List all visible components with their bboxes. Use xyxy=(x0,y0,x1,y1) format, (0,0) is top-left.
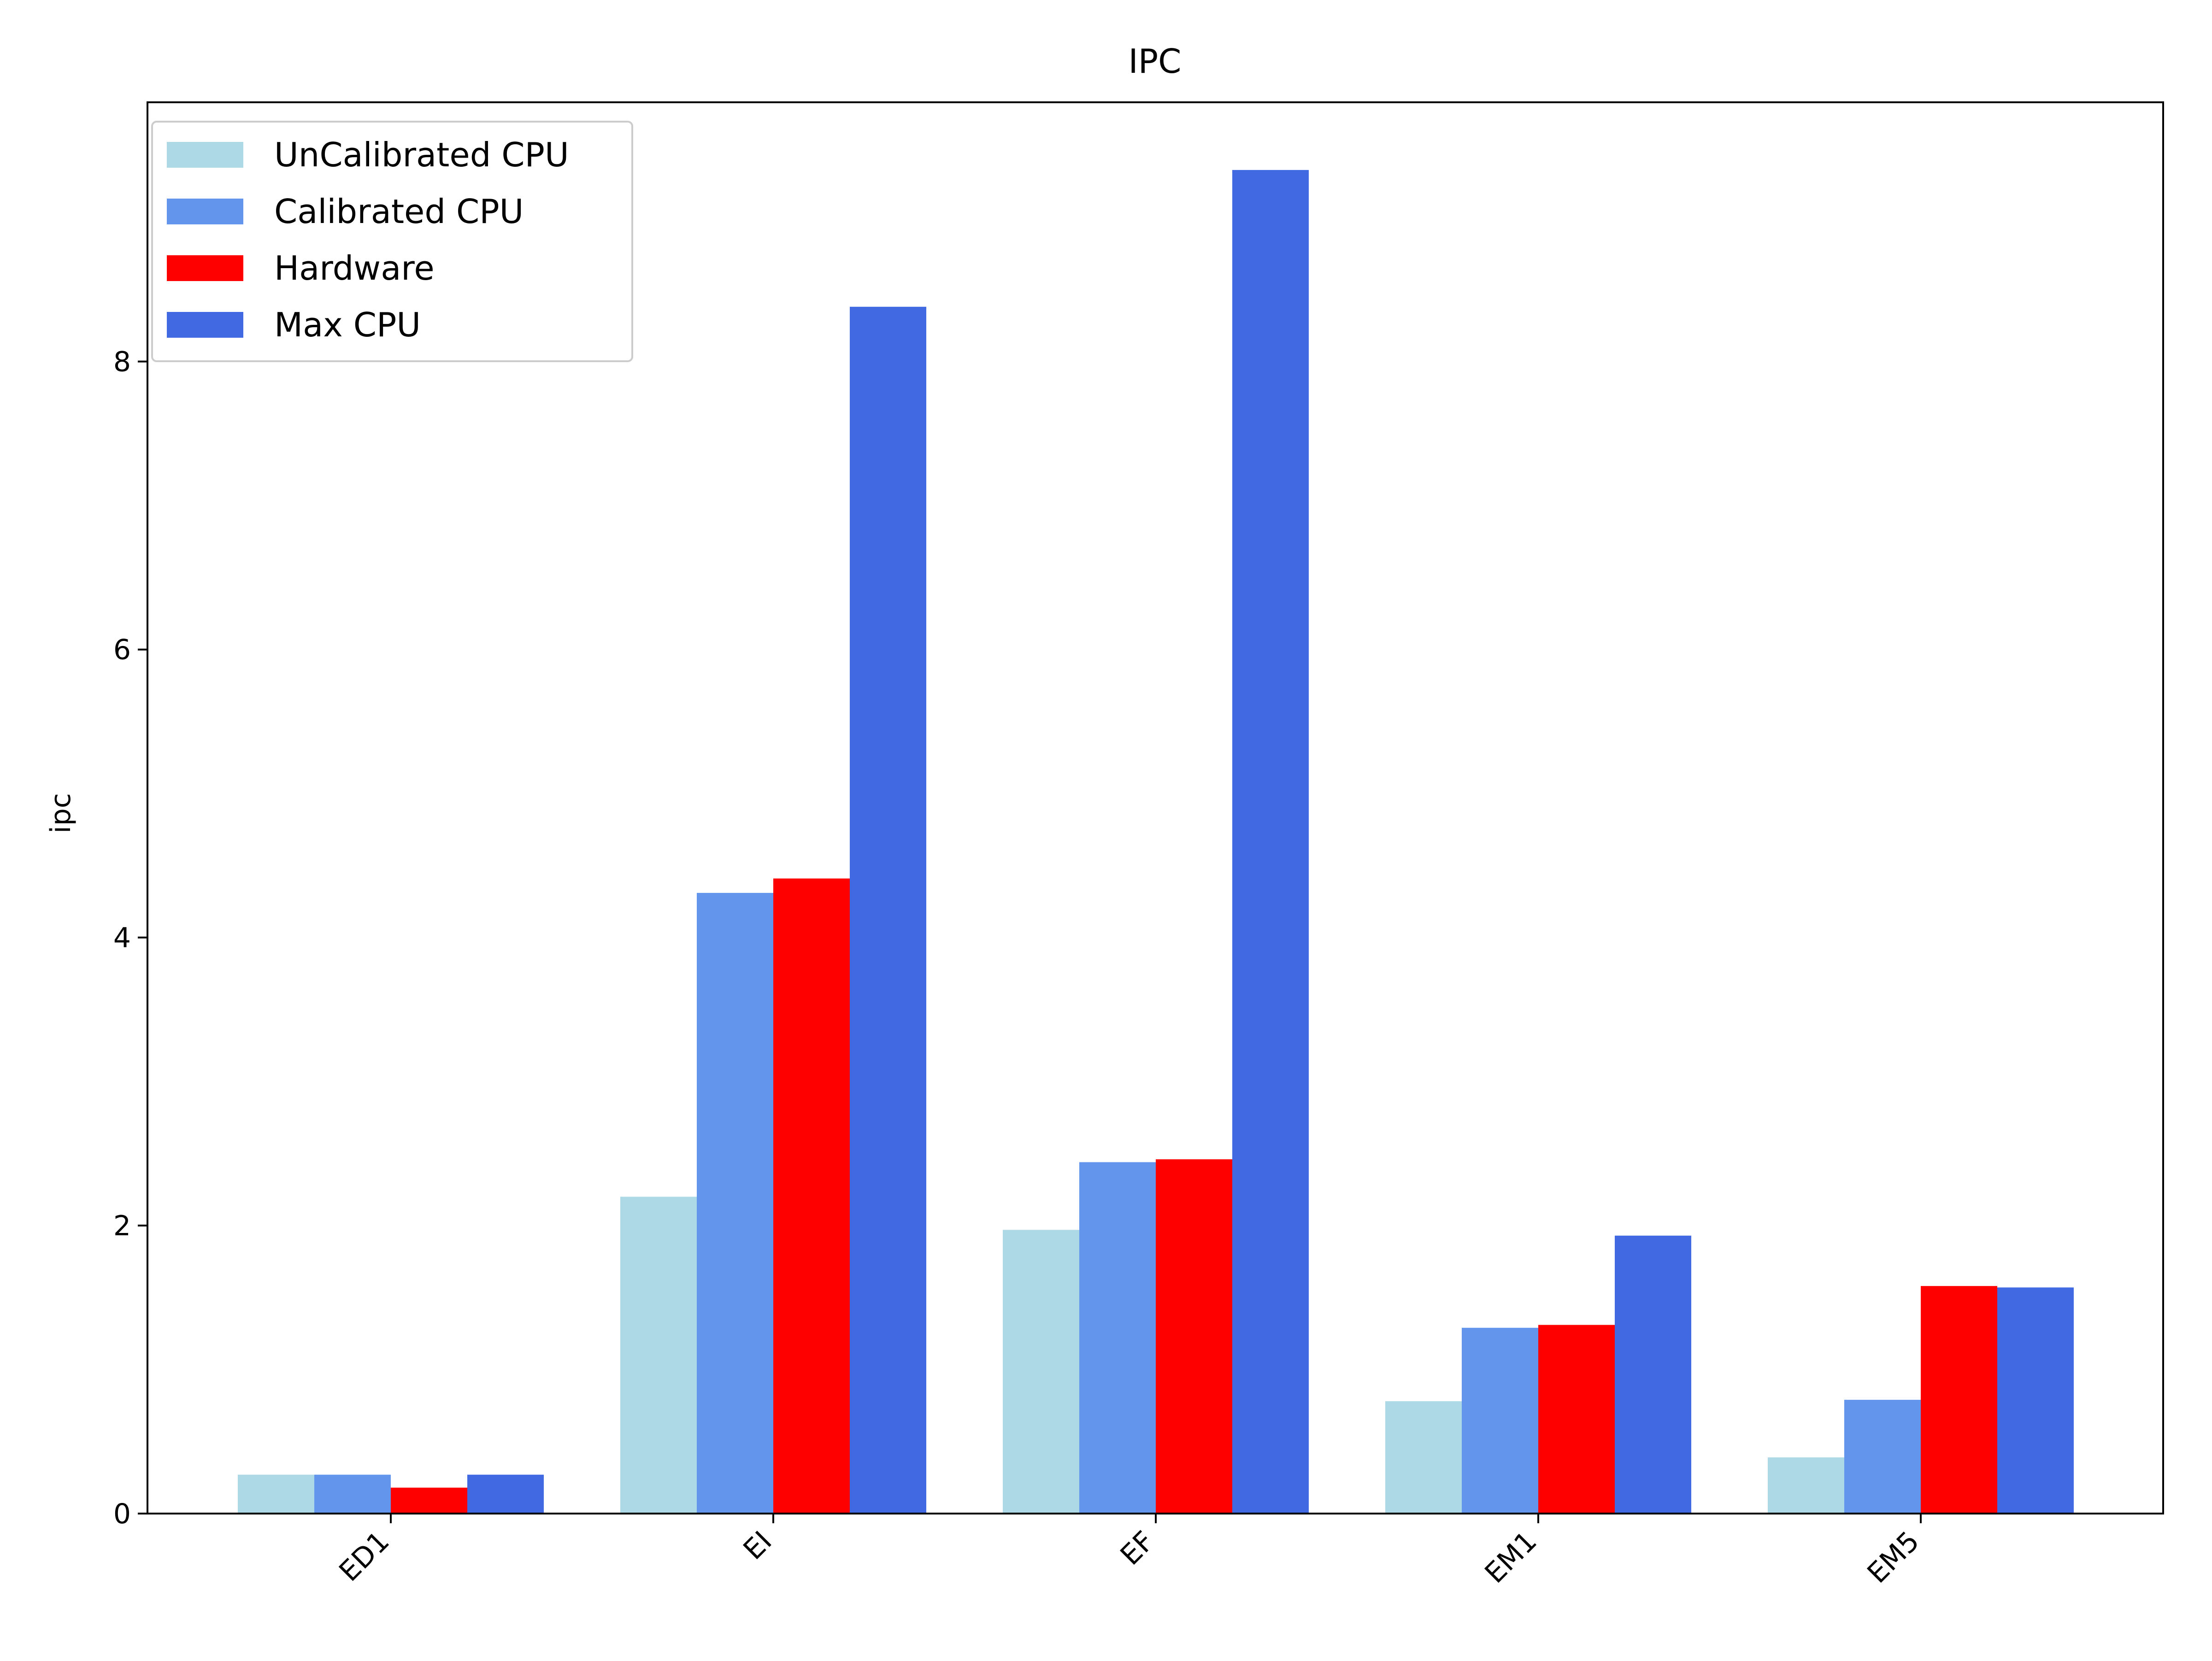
bar-calibrated-cpu-em5 xyxy=(1844,1400,1921,1514)
y-tick-label: 8 xyxy=(113,346,131,378)
y-axis-title: ipc xyxy=(45,793,77,833)
legend-label: UnCalibrated CPU xyxy=(274,135,569,174)
bar-max-cpu-em1 xyxy=(1615,1235,1691,1514)
bar-hardware-ei xyxy=(773,878,850,1514)
bars-layer xyxy=(238,170,2074,1514)
legend-swatch xyxy=(167,199,243,224)
legend-swatch xyxy=(167,255,243,281)
bar-uncalibrated-cpu-ei xyxy=(620,1197,697,1514)
bar-uncalibrated-cpu-ef xyxy=(1003,1230,1079,1514)
legend: UnCalibrated CPU Calibrated CPU Hardware Ma… xyxy=(151,121,633,362)
legend-box xyxy=(151,121,633,362)
legend-label: Hardware xyxy=(274,249,435,288)
y-tick-label: 4 xyxy=(113,922,131,954)
bar-calibrated-cpu-ei xyxy=(697,892,773,1514)
x-tick-label: EI xyxy=(737,1525,778,1566)
legend-label: Max CPU xyxy=(274,305,421,344)
legend-label: Calibrated CPU xyxy=(274,192,524,231)
bar-max-cpu-ef xyxy=(1232,170,1309,1514)
chart-title: IPC xyxy=(1129,42,1182,81)
bar-hardware-em1 xyxy=(1538,1325,1615,1514)
bar-hardware-ef xyxy=(1156,1159,1232,1514)
bar-uncalibrated-cpu-em5 xyxy=(1768,1457,1844,1514)
y-tick-label: 6 xyxy=(113,634,131,666)
legend-swatch xyxy=(167,312,243,338)
x-tick-label: EM1 xyxy=(1479,1525,1543,1590)
bar-calibrated-cpu-ed1 xyxy=(314,1474,391,1514)
bar-max-cpu-ed1 xyxy=(467,1474,544,1514)
bar-max-cpu-ei xyxy=(850,306,926,1514)
y-tick-label: 2 xyxy=(113,1210,131,1242)
x-tick-label: EF xyxy=(1114,1525,1161,1572)
x-tick-label: ED1 xyxy=(333,1525,396,1588)
bar-calibrated-cpu-em1 xyxy=(1462,1327,1538,1514)
bar-max-cpu-em5 xyxy=(1997,1287,2074,1514)
bar-uncalibrated-cpu-em1 xyxy=(1385,1401,1462,1514)
bar-hardware-ed1 xyxy=(391,1487,467,1514)
bar-hardware-em5 xyxy=(1921,1286,1997,1514)
x-tick-label: EM5 xyxy=(1861,1525,1926,1590)
bar-calibrated-cpu-ef xyxy=(1079,1162,1156,1514)
y-tick-label: 0 xyxy=(113,1498,131,1530)
legend-swatch xyxy=(167,142,243,168)
bar-uncalibrated-cpu-ed1 xyxy=(238,1474,314,1514)
